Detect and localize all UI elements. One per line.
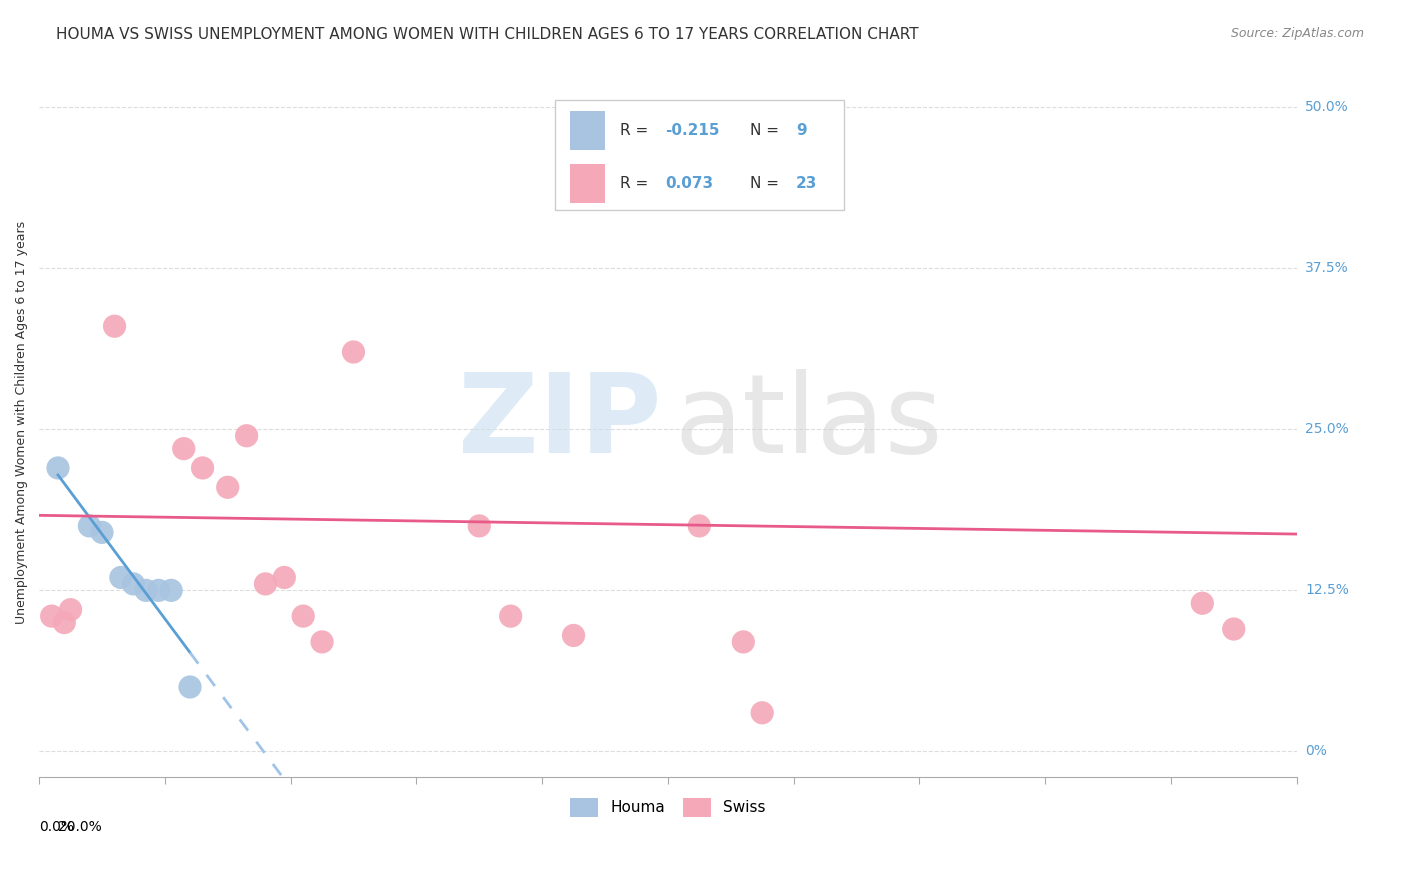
Point <box>254 577 277 591</box>
Text: R =: R = <box>620 177 648 191</box>
Point <box>499 609 522 624</box>
Y-axis label: Unemployment Among Women with Children Ages 6 to 17 years: Unemployment Among Women with Children A… <box>15 221 28 624</box>
Point <box>235 428 257 442</box>
Text: 12.5%: 12.5% <box>1305 583 1348 598</box>
Point <box>59 603 82 617</box>
Point <box>110 570 132 584</box>
Point <box>342 345 364 359</box>
FancyBboxPatch shape <box>569 164 605 203</box>
Point <box>160 583 183 598</box>
Point <box>468 519 491 533</box>
Point <box>191 461 214 475</box>
Point <box>311 635 333 649</box>
Point <box>1222 622 1244 636</box>
Text: atlas: atlas <box>673 369 942 476</box>
Text: 23: 23 <box>796 177 817 191</box>
Point <box>1191 596 1213 610</box>
Text: 0%: 0% <box>1305 745 1327 758</box>
Text: -0.215: -0.215 <box>665 123 720 138</box>
Text: 20.0%: 20.0% <box>58 820 103 834</box>
Point <box>41 609 63 624</box>
Point <box>217 480 239 494</box>
Text: N =: N = <box>749 177 779 191</box>
Point <box>53 615 76 630</box>
Text: 0.073: 0.073 <box>665 177 713 191</box>
FancyBboxPatch shape <box>569 111 605 150</box>
Point <box>273 570 295 584</box>
Text: HOUMA VS SWISS UNEMPLOYMENT AMONG WOMEN WITH CHILDREN AGES 6 TO 17 YEARS CORRELA: HOUMA VS SWISS UNEMPLOYMENT AMONG WOMEN … <box>56 27 920 42</box>
Point <box>103 319 125 334</box>
Point <box>733 635 755 649</box>
Text: 0.0%: 0.0% <box>39 820 75 834</box>
Point <box>173 442 195 456</box>
Text: 25.0%: 25.0% <box>1305 422 1348 436</box>
Point <box>814 152 837 166</box>
Text: N =: N = <box>749 123 779 138</box>
Text: R =: R = <box>620 123 648 138</box>
Point <box>148 583 170 598</box>
Text: 37.5%: 37.5% <box>1305 261 1348 276</box>
Point <box>91 525 114 540</box>
Point <box>626 152 648 166</box>
Point <box>46 461 69 475</box>
Legend: Houma, Swiss: Houma, Swiss <box>564 792 772 822</box>
Point <box>562 628 585 642</box>
Text: 50.0%: 50.0% <box>1305 100 1348 114</box>
Point <box>79 519 101 533</box>
Point <box>751 706 773 720</box>
Text: ZIP: ZIP <box>458 369 662 476</box>
Point <box>292 609 315 624</box>
Point <box>179 680 201 694</box>
Text: 9: 9 <box>796 123 807 138</box>
Point <box>122 577 145 591</box>
Point <box>688 519 710 533</box>
Text: Source: ZipAtlas.com: Source: ZipAtlas.com <box>1230 27 1364 40</box>
Point <box>135 583 157 598</box>
FancyBboxPatch shape <box>555 101 844 211</box>
